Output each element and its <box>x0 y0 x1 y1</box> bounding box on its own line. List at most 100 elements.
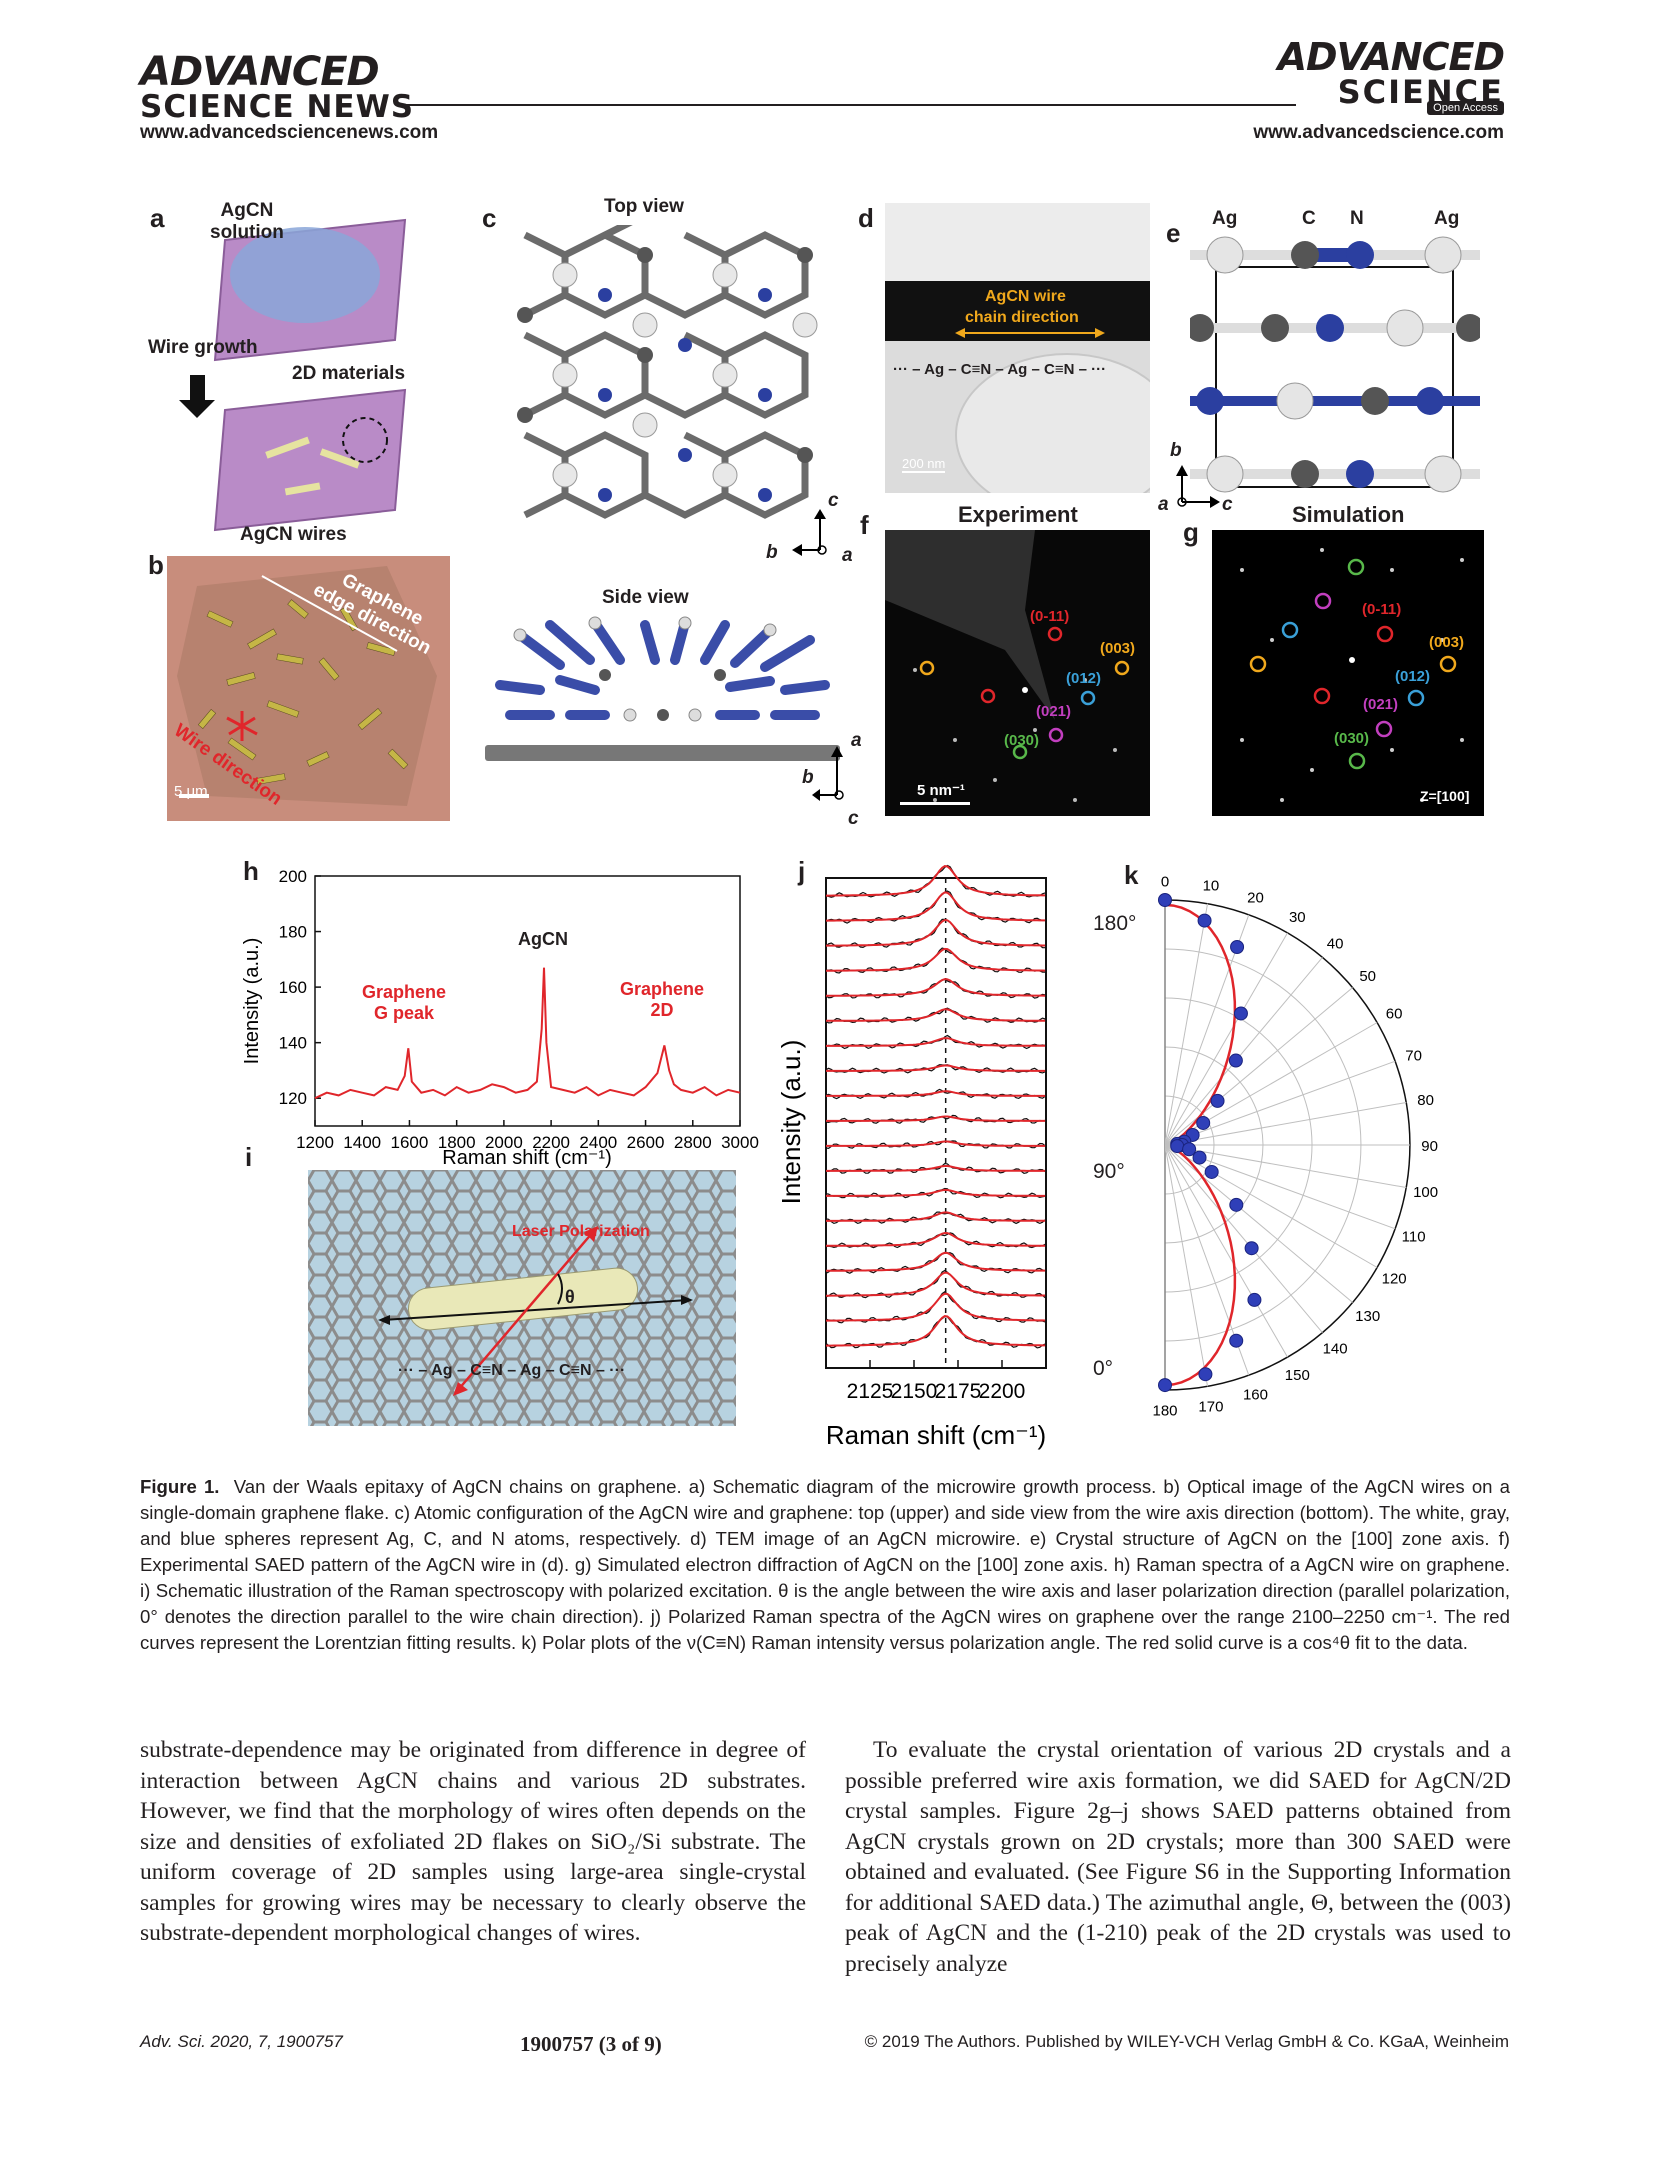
zone-label-g: Z=[100] <box>1420 788 1470 804</box>
axes-c-top <box>792 509 827 556</box>
panel-label-c: c <box>482 203 497 233</box>
chain-row-1 <box>1190 236 1480 274</box>
j-lorentz-fit <box>825 1251 1046 1272</box>
label-ag-1: Ag <box>1212 208 1238 229</box>
k-data-point <box>1158 893 1172 907</box>
k-spoke <box>1164 1144 1323 1334</box>
axis-a-e-label: a <box>1158 494 1169 515</box>
label-agcn-wires: AgCN wires <box>240 524 347 545</box>
axis-b-e-label: b <box>1170 440 1182 461</box>
j-x-tick-label: 2200 <box>979 1380 1026 1403</box>
k-angle-label: 110 <box>1402 1228 1426 1245</box>
open-access-badge: Open Access <box>1427 101 1504 115</box>
spot-030 <box>1012 744 1028 760</box>
j-lorentz-fit <box>826 978 1046 997</box>
h-x-tick-label: 2800 <box>674 1133 712 1152</box>
j-lorentz-fit <box>826 1165 1046 1172</box>
g-spot-0-11-mirror <box>1313 687 1331 705</box>
k-angle-label: 100 <box>1413 1184 1438 1201</box>
label-side-view: Side view <box>602 587 689 608</box>
j-raw-spectrum <box>825 1291 1046 1324</box>
spot-0-11-mirror <box>980 688 996 704</box>
logo-left-line2: SCIENCE NEWS <box>140 89 415 125</box>
header-rule <box>398 104 1296 106</box>
spot-003 <box>1114 660 1130 676</box>
j-lorentz-fit <box>826 947 1046 972</box>
k-spoke <box>1164 1144 1407 1189</box>
j-raw-spectrum <box>825 1114 1046 1124</box>
panel-d-tem-image <box>885 203 1150 493</box>
panel-c-side-view <box>485 616 840 761</box>
label-2d-materials: 2D materials <box>292 363 406 384</box>
axes-e <box>1176 465 1220 508</box>
j-lorentz-fit <box>826 1315 1046 1347</box>
spot-0-11 <box>1047 626 1063 642</box>
label-theta: θ <box>565 1287 575 1307</box>
h-series-line <box>314 967 741 1100</box>
label-chain-direction: chain direction <box>965 309 1079 326</box>
j-raw-spectrum <box>825 1269 1046 1299</box>
j-lorentz-fit <box>826 865 1046 897</box>
logo-left-line1: ADVANCED <box>140 49 380 95</box>
caption-label: Figure 1. <box>140 1476 220 1497</box>
k-data-point <box>1198 1367 1213 1382</box>
j-lorentz-fit <box>826 918 1046 947</box>
j-lorentz-fit <box>826 1115 1046 1122</box>
solution-droplet <box>230 227 380 323</box>
k-data-point <box>1244 1241 1259 1256</box>
k-data-point <box>1210 1093 1225 1108</box>
j-x-axis-label: Raman shift (cm⁻¹) <box>826 1420 1046 1450</box>
right-url[interactable]: www.advancedscience.com <box>1253 122 1504 143</box>
h-y-ticks: 120 140 160 180 200 <box>279 867 321 1108</box>
k-angle-label: 170 <box>1198 1399 1223 1416</box>
axis-a-top-label: a <box>842 545 853 566</box>
logo-right-line1: ADVANCED <box>1277 35 1505 79</box>
label-f-0-11: (0-11) <box>1030 608 1070 625</box>
axis-c-top-label: c <box>828 490 839 511</box>
annotation-graphene-g-peak: Graphene G peak <box>362 982 447 1023</box>
annotation-agcn: AgCN <box>518 929 568 949</box>
k-angle-label: 0 <box>1161 873 1169 890</box>
k-data-point <box>1233 1006 1248 1021</box>
h-x-tick-label: 2600 <box>627 1133 665 1152</box>
panel-a-schematic <box>179 218 407 532</box>
panel-f-saed-pattern <box>885 530 1150 816</box>
left-url[interactable]: www.advancedsciencenews.com <box>140 122 439 143</box>
h-x-tick-label: 1200 <box>296 1133 334 1152</box>
k-angle-labels: 0 10 20 30 40 50 60 70 80 90 100 110 120 130 140 150 160… <box>1152 873 1438 1419</box>
k-angle-label: 20 <box>1247 889 1264 906</box>
axis-b-top-label: b <box>766 542 778 563</box>
j-series-group <box>825 864 1046 1349</box>
k-spoke <box>1164 1144 1378 1268</box>
body-left-column: substrate-dependence may be originated f… <box>140 1737 806 1946</box>
k-angle-label: 150 <box>1285 1367 1310 1384</box>
k-data-point <box>1182 1142 1197 1157</box>
g-spot-0-11 <box>1376 625 1394 643</box>
label-f-021: (021) <box>1036 703 1072 720</box>
formula-d: ··· – Ag – C≡N – Ag – C≡N – ··· <box>893 361 1107 378</box>
chart-k: 0 10 20 30 40 50 60 70 80 90 100 110 120 130 140 150 160… <box>1152 873 1438 1419</box>
h-y-tick-label: 180 <box>279 923 307 942</box>
zoom-circle <box>342 417 388 463</box>
chain-row-4 <box>1190 455 1480 493</box>
wire-2 <box>319 448 360 469</box>
j-lorentz-fit <box>826 1008 1046 1022</box>
j-angle-90: 90° <box>1093 1160 1125 1183</box>
panel-label-f: f <box>860 510 869 540</box>
annotation-graphene-2d: Graphene 2D <box>620 979 705 1020</box>
j-raw-spectrum <box>825 1088 1046 1100</box>
k-angle-label: 50 <box>1359 968 1376 985</box>
k-angle-label: 120 <box>1382 1270 1407 1287</box>
caption-text: Van der Waals epitaxy of AgCN chains on … <box>140 1476 1510 1653</box>
k-data-point <box>1229 1197 1244 1212</box>
k-spoke <box>1164 1144 1288 1358</box>
j-raw-spectrum <box>825 1140 1046 1150</box>
panel-label-a: a <box>150 203 165 233</box>
j-raw-spectrum <box>825 864 1046 898</box>
label-g-012: (012) <box>1395 668 1431 685</box>
h-y-tick-label: 140 <box>279 1034 307 1053</box>
k-angle-label: 140 <box>1323 1341 1348 1358</box>
panel-label-b: b <box>148 550 164 580</box>
k-spoke <box>1164 903 1209 1146</box>
title-experiment: Experiment <box>958 502 1078 527</box>
